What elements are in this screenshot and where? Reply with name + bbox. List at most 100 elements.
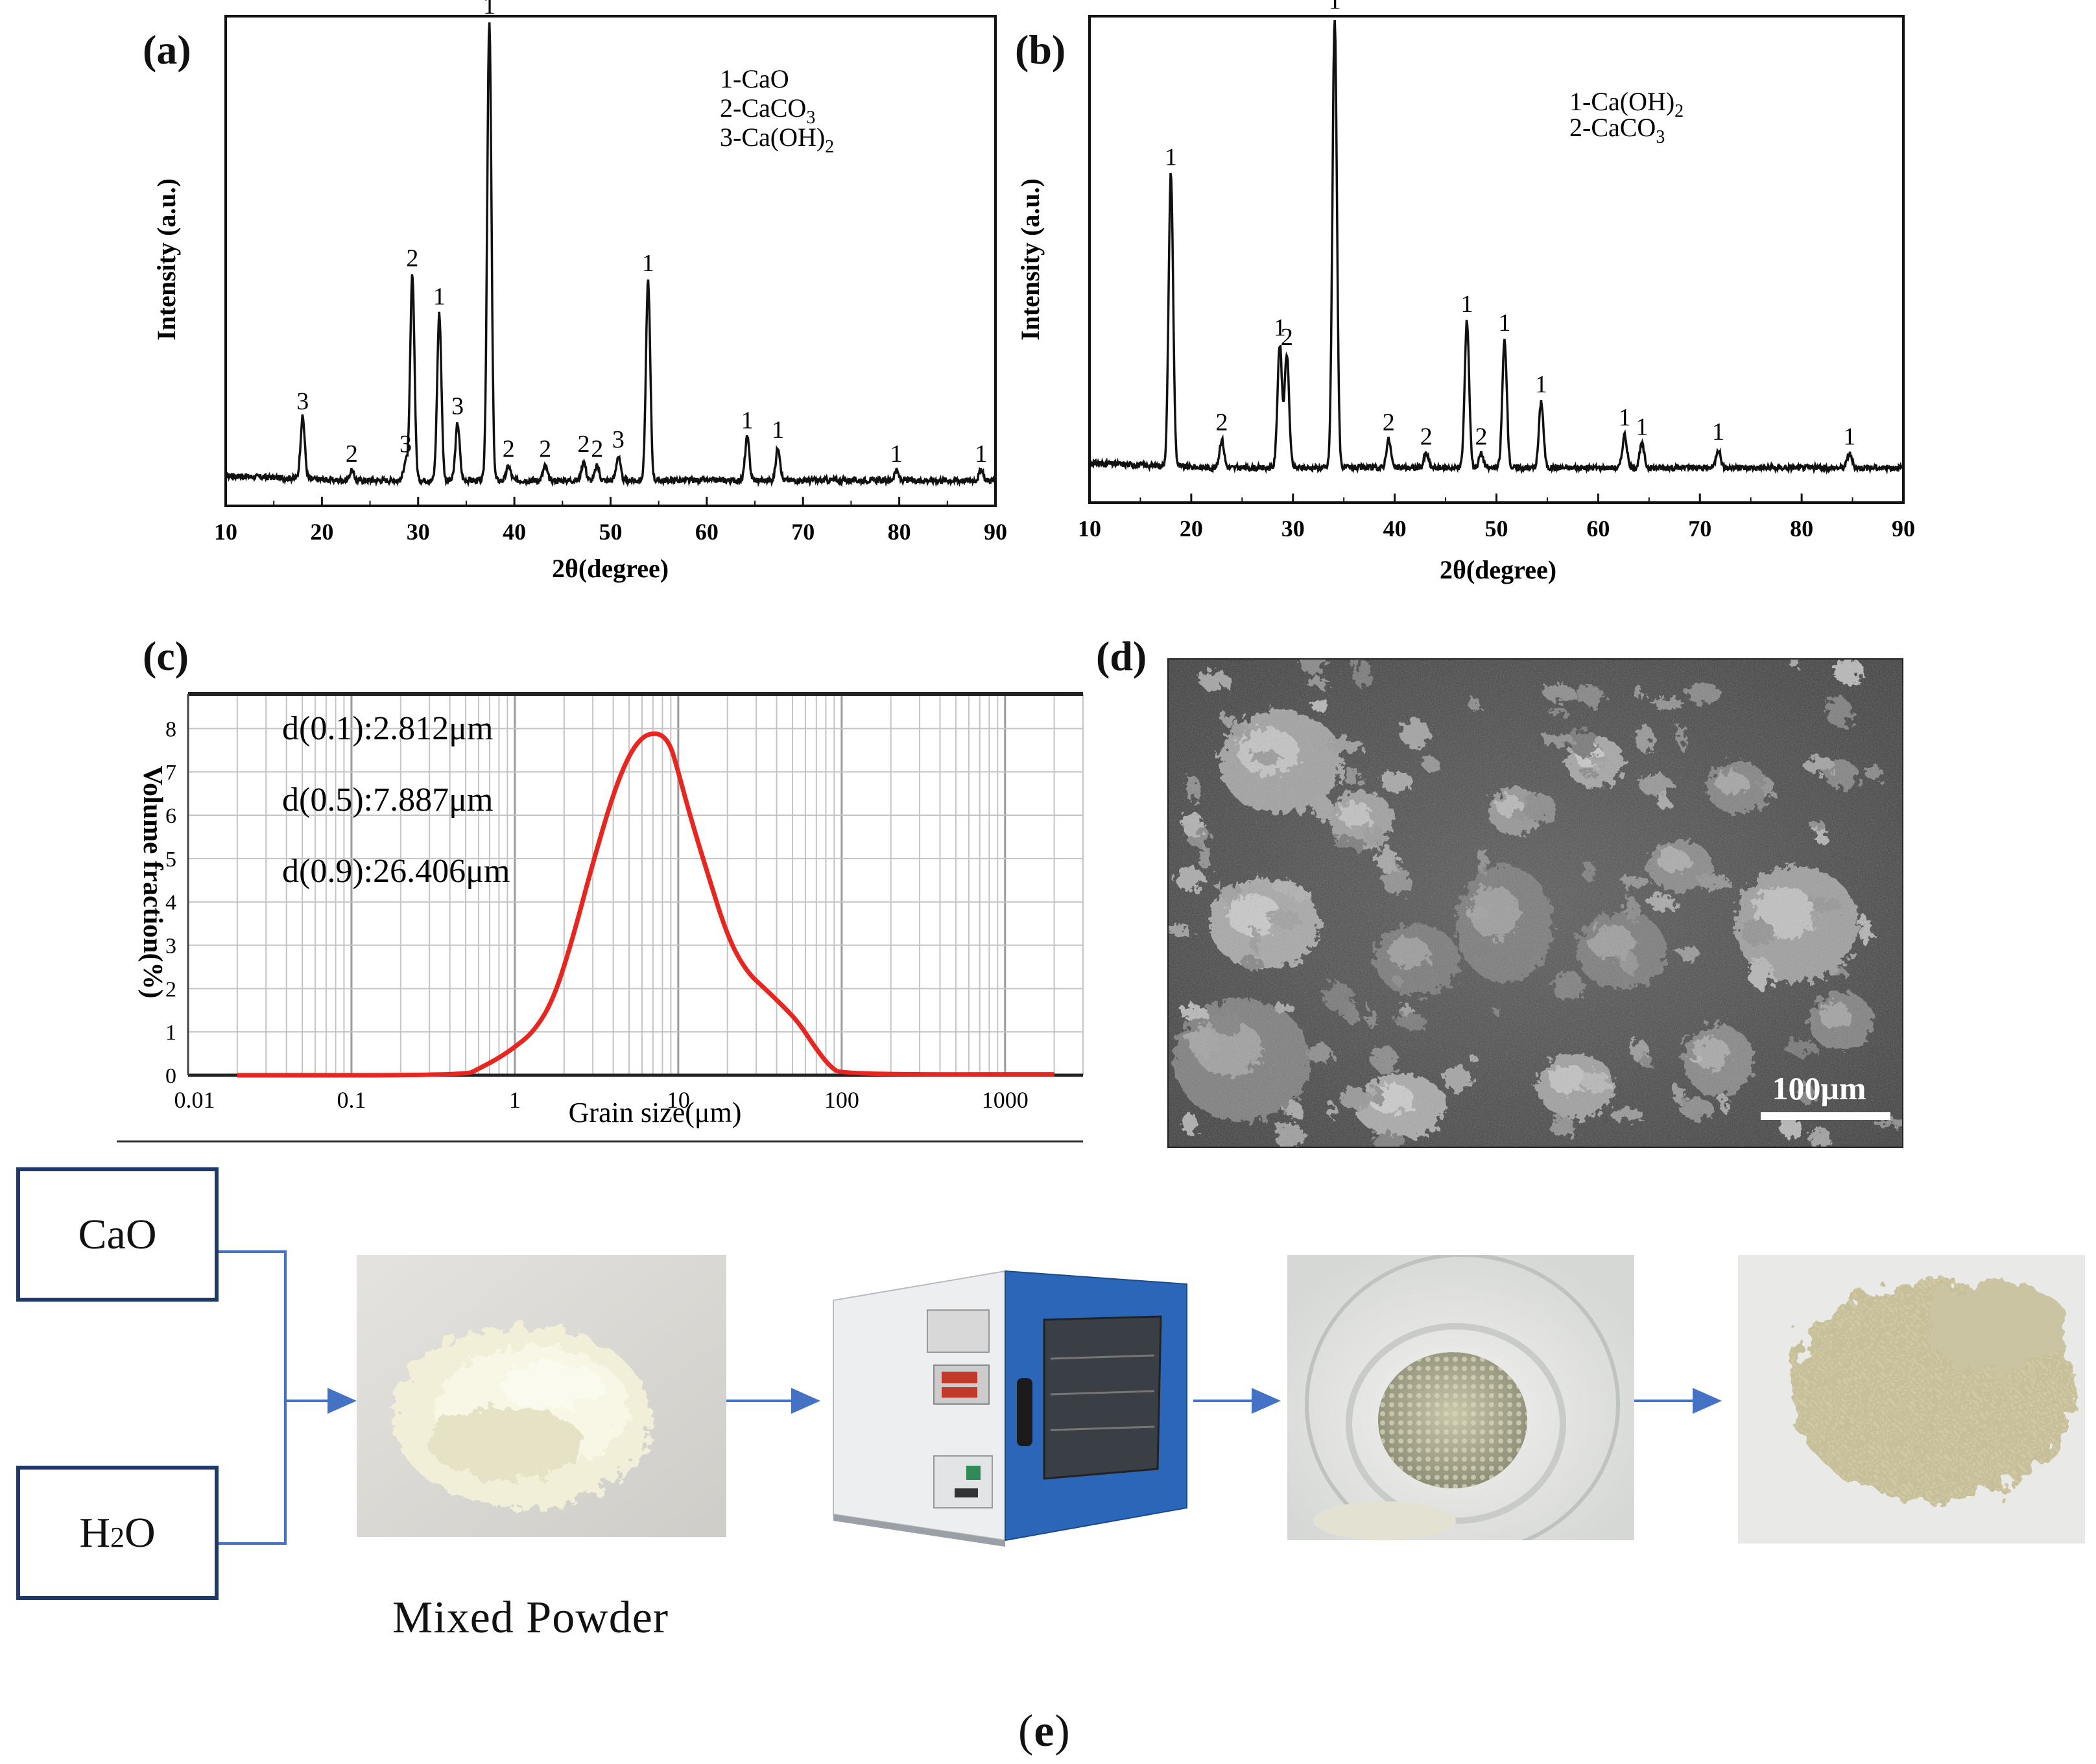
- x-tick-label: 40: [1383, 516, 1407, 542]
- percentile-annotations: d(0.1):2.812μm d(0.5):7.887μm d(0.9):26.…: [282, 710, 510, 890]
- process-connectors: [217, 1250, 1722, 1545]
- connector-h2o: [217, 1401, 287, 1545]
- input-label: H2O: [79, 1508, 156, 1556]
- peak-label: 1: [1619, 404, 1631, 431]
- y-axis-label: Intensity (a.u.): [1016, 178, 1045, 340]
- y-tick-label: 0: [165, 1064, 176, 1088]
- sem-noise: [1167, 658, 1903, 1148]
- peak-label: 2: [346, 440, 358, 468]
- peak-label: 2: [577, 431, 590, 458]
- x-tick-label: 10: [667, 1087, 690, 1113]
- peak-label: 2: [539, 436, 551, 463]
- legend: 1-Ca(OH)2 2-CaCO3: [1569, 87, 1684, 147]
- series-line: [1089, 19, 1903, 475]
- legend-entry: 3-Ca(OH)2: [720, 123, 834, 157]
- legend-entry: 2-CaCO3: [1569, 113, 1665, 147]
- y-axis-label: Volume fraction(%): [137, 766, 167, 999]
- x-tick-label: 50: [599, 519, 623, 545]
- granulation-beaker-photo: [1287, 1255, 1634, 1540]
- x-tick-label: 50: [1485, 516, 1508, 542]
- annotation-d10: d(0.1):2.812μm: [282, 710, 493, 747]
- x-tick-label: 20: [1180, 516, 1203, 542]
- y-axis-label: Intensity (a.u.): [152, 178, 181, 340]
- x-tick-label: 10: [214, 519, 237, 545]
- peak-label: 1: [741, 407, 754, 434]
- arrow-1-head: [328, 1388, 357, 1414]
- peak-label: 2: [591, 436, 603, 463]
- annotation-d90: d(0.9):26.406μm: [282, 853, 510, 890]
- peak-label: 1: [1461, 291, 1473, 318]
- peak-label: 2: [1475, 423, 1487, 450]
- peak-label: 3: [612, 426, 625, 453]
- y-tick-label: 8: [165, 717, 176, 741]
- peak-label: 2: [406, 245, 418, 272]
- peak-label: 3: [399, 431, 412, 458]
- peak-label: 1: [1165, 144, 1177, 171]
- final-granules-photo: [1738, 1255, 2085, 1544]
- x-tick-label: 0.01: [174, 1087, 215, 1113]
- peak-label: 2: [1420, 423, 1433, 450]
- arrow-4-head: [1693, 1388, 1722, 1414]
- x-tick-label: 20: [310, 519, 333, 545]
- peak-label: 1: [1329, 0, 1341, 15]
- x-tick-label: 80: [888, 519, 911, 545]
- y-tick-label: 2: [165, 977, 176, 1001]
- y-tick-label: 4: [165, 891, 176, 915]
- peak-label: 2: [1215, 409, 1228, 436]
- peak-label: 1: [1636, 414, 1648, 441]
- x-tick-label: 60: [695, 519, 719, 545]
- y-tick-label: 3: [165, 935, 176, 959]
- peak-label: 1: [1499, 309, 1511, 337]
- peak-label: 1: [433, 283, 446, 310]
- legend-entry: 2-CaCO3: [720, 93, 815, 128]
- x-axis-label: 2θ(degree): [1440, 555, 1556, 584]
- x-tick-label: 30: [407, 519, 430, 545]
- mixed-powder-caption: Mixed Powder: [392, 1593, 669, 1643]
- x-tick-label: 1: [509, 1087, 521, 1113]
- peak-label: 1: [772, 416, 784, 444]
- x-tick-label: 90: [1892, 516, 1915, 542]
- legend-entry: 1-Ca(OH)2: [1569, 87, 1684, 121]
- input-box-cao: CaO: [16, 1167, 219, 1302]
- panel-label-b: (b): [1015, 27, 1066, 73]
- y-tick-label: 1: [165, 1021, 176, 1045]
- input-label: CaO: [78, 1210, 157, 1258]
- peak-label: 3: [296, 388, 309, 415]
- input-box-h2o: H2O: [16, 1466, 219, 1600]
- x-tick-label: 90: [984, 519, 1007, 545]
- y-tick-label: 6: [165, 804, 176, 828]
- legend: 1-CaO 2-CaCO3 3-Ca(OH)2: [720, 64, 834, 157]
- peak-label: 1: [975, 440, 987, 468]
- x-tick-label: 10: [1078, 516, 1101, 542]
- peak-label: 2: [1383, 409, 1395, 436]
- peak-label: 1: [1843, 423, 1855, 450]
- peak-label: 2: [1281, 324, 1293, 351]
- scale-bar: [1761, 1112, 1890, 1120]
- annotation-d50: d(0.5):7.887μm: [282, 781, 493, 818]
- mixed-powder-photo: [357, 1255, 726, 1537]
- peak-label: 1: [1712, 418, 1724, 446]
- x-tick-label: 70: [1688, 516, 1711, 542]
- panel-label-a: (a): [143, 27, 191, 73]
- peak-label: 1: [890, 440, 903, 468]
- y-tick-label: 5: [165, 848, 176, 872]
- peak-label: 1: [483, 0, 495, 19]
- panel-label-d: (d): [1096, 633, 1147, 679]
- plot-frame: [224, 15, 997, 507]
- x-tick-label: 80: [1790, 516, 1813, 542]
- x-tick-label: 70: [791, 519, 815, 545]
- connector-cao: [217, 1250, 287, 1401]
- sem-border: [1167, 658, 1903, 1148]
- x-tick-label: 100: [824, 1087, 859, 1113]
- series-line: [225, 22, 995, 488]
- peak-label: 1: [1535, 371, 1547, 398]
- y-tick-label: 7: [165, 761, 176, 785]
- x-tick-label: 0.1: [337, 1087, 366, 1113]
- distribution-curve: [237, 731, 1054, 1078]
- sem-micrograph: 100μm: [1167, 658, 1903, 1148]
- x-axis-label: Grain size(μm): [569, 1097, 742, 1128]
- legend-entry: 1-CaO: [720, 64, 789, 93]
- x-tick-label: 1000: [982, 1087, 1029, 1113]
